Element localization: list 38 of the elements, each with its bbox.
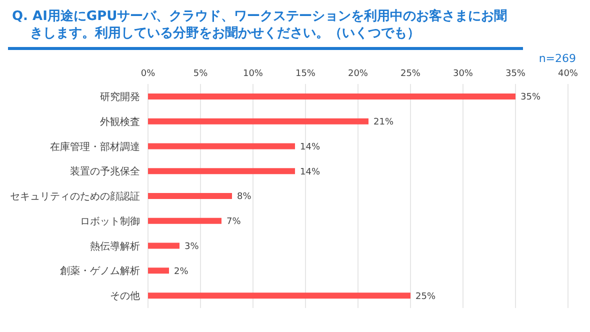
bar <box>148 193 232 200</box>
y-tick-label: 外観検査 <box>100 116 140 128</box>
data-label: 3% <box>184 242 200 252</box>
x-tick-label: 35% <box>505 69 526 79</box>
x-tick-label: 25% <box>400 69 421 79</box>
x-tick-label: 30% <box>452 69 474 79</box>
data-label: 7% <box>226 217 242 228</box>
bar <box>148 292 410 299</box>
data-label: 14% <box>300 167 320 178</box>
data-label: 8% <box>237 192 252 202</box>
x-tick-label: 20% <box>348 69 368 79</box>
y-tick-label: ロボット制御 <box>80 215 140 228</box>
x-tick-label: 0% <box>140 69 156 79</box>
chart-title: Q. AI用途にGPUサーバ、クラウド、ワークステーションを利用中のお客さまにお聞きします。利用している分野をお聞かせください。（いくつでも） <box>11 8 508 42</box>
y-tick-label: セキュリティのための顔認証 <box>10 190 140 203</box>
y-tick-label: 創薬・ゲノム解析 <box>60 265 140 278</box>
x-tick-label: 40% <box>558 69 578 79</box>
bar <box>148 143 295 150</box>
x-tick-label: 10% <box>242 69 264 79</box>
bar <box>148 93 516 100</box>
bar <box>148 118 368 124</box>
bar <box>148 168 295 174</box>
data-label: 2% <box>174 266 189 277</box>
y-tick-label: 装置の予兆保全 <box>70 166 140 178</box>
bar <box>148 218 222 224</box>
y-tick-label: 在庫管理・部材調達 <box>50 140 140 153</box>
bar <box>148 242 180 249</box>
x-tick-label: 15% <box>295 69 316 79</box>
text: n=269 <box>538 52 576 65</box>
y-tick-label: 熱伝導解析 <box>90 240 140 252</box>
data-label: 35% <box>520 92 541 103</box>
data-label: 21% <box>374 118 394 128</box>
y-tick-label: その他 <box>110 290 140 302</box>
data-label: 14% <box>300 142 320 152</box>
x-tick-label: 5% <box>193 69 208 79</box>
bar <box>148 268 169 274</box>
y-tick-label: 研究開発 <box>100 90 140 103</box>
data-label: 25% <box>416 292 436 302</box>
